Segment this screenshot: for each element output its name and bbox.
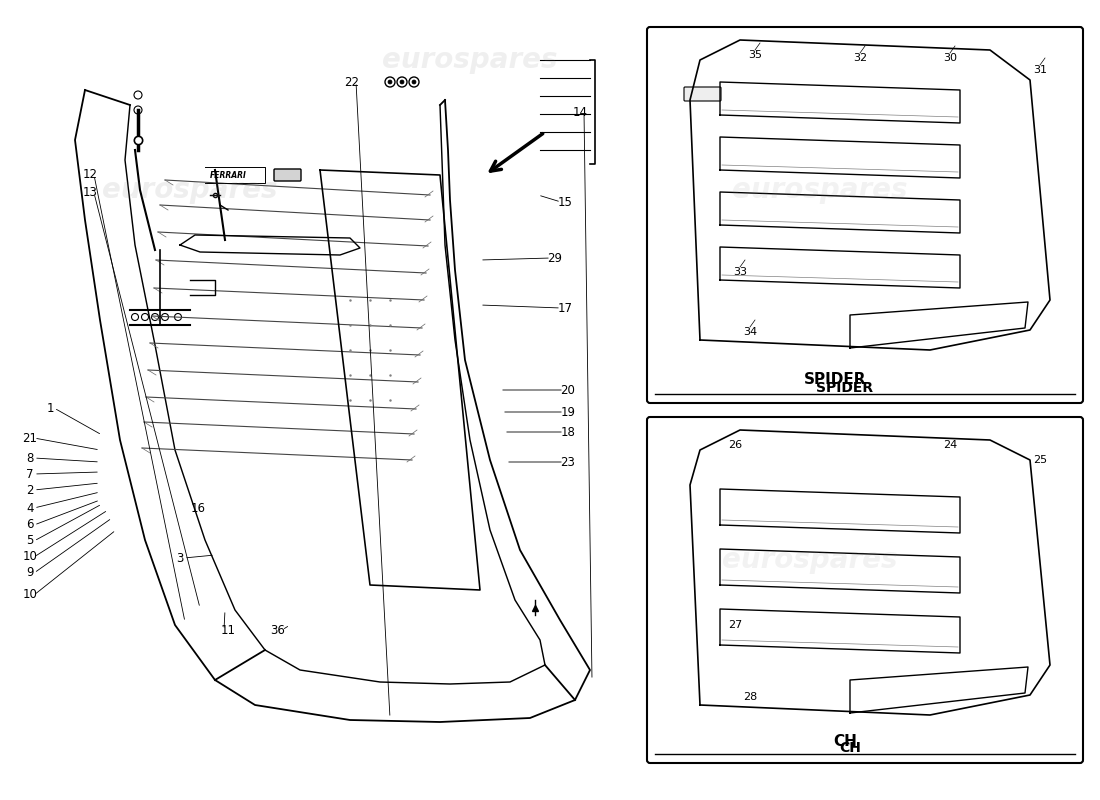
Text: eurospares: eurospares [383,46,558,74]
FancyBboxPatch shape [274,169,301,181]
Text: 4: 4 [26,502,34,514]
Circle shape [388,80,392,84]
Text: 18: 18 [561,426,575,438]
Text: CH: CH [839,741,861,755]
Text: 25: 25 [1033,455,1047,465]
Text: 31: 31 [1033,65,1047,75]
FancyBboxPatch shape [684,87,721,101]
Text: 2: 2 [26,483,34,497]
Text: 8: 8 [26,451,34,465]
Text: 6: 6 [26,518,34,531]
Text: eurospares: eurospares [723,546,898,574]
Text: 9: 9 [26,566,34,579]
Text: 21: 21 [22,431,37,445]
Text: 32: 32 [852,53,867,63]
Text: 26: 26 [728,440,743,450]
Text: 36: 36 [271,623,285,637]
Text: 10: 10 [23,550,37,563]
FancyBboxPatch shape [647,417,1084,763]
Text: 14: 14 [572,106,587,118]
Text: 35: 35 [748,50,762,60]
FancyBboxPatch shape [647,27,1084,403]
Circle shape [412,80,416,84]
Text: 28: 28 [742,692,757,702]
Text: FERRARI: FERRARI [210,170,246,179]
Text: 34: 34 [742,327,757,337]
Text: 19: 19 [561,406,575,418]
Text: 1: 1 [46,402,54,414]
Text: 3: 3 [176,551,184,565]
Text: 30: 30 [943,53,957,63]
Text: 29: 29 [548,251,562,265]
Text: eurospares: eurospares [733,176,908,204]
Circle shape [400,80,404,84]
Text: 27: 27 [728,620,743,630]
Text: 20: 20 [561,383,575,397]
Text: 12: 12 [82,169,98,182]
Text: 5: 5 [26,534,34,547]
Text: 13: 13 [82,186,98,199]
Text: 16: 16 [190,502,206,514]
Text: 7: 7 [26,467,34,481]
Text: 17: 17 [558,302,572,314]
Text: 23: 23 [561,455,575,469]
Text: SPIDER: SPIDER [816,381,873,395]
Text: 15: 15 [558,195,572,209]
Text: 10: 10 [23,589,37,602]
Text: 11: 11 [220,623,235,637]
Text: eurospares: eurospares [102,176,277,204]
Text: 33: 33 [733,267,747,277]
Text: 24: 24 [943,440,957,450]
Text: 22: 22 [344,75,360,89]
Text: SPIDER: SPIDER [804,373,867,387]
Text: CH: CH [833,734,857,750]
